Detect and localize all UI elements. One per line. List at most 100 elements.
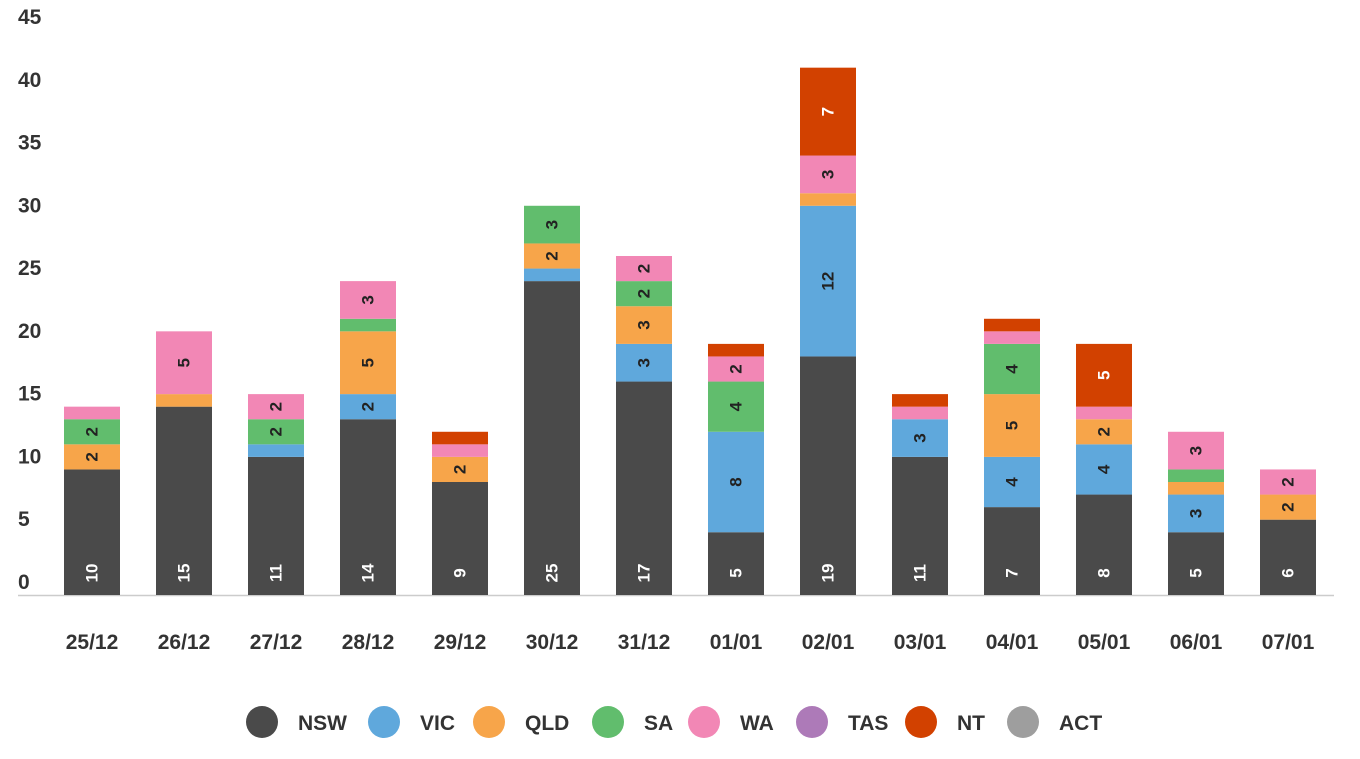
data-label: 12: [819, 272, 838, 291]
y-tick-label: 10: [18, 445, 41, 468]
data-label: 2: [1279, 502, 1298, 511]
x-tick-label: 31/12: [618, 631, 671, 654]
data-label: 5: [175, 358, 194, 367]
bar-segment-qld[interactable]: [1260, 494, 1316, 520]
bar-segment-sa[interactable]: [984, 343, 1040, 395]
bar-segment-sa[interactable]: [1168, 469, 1224, 482]
y-tick-label: 30: [18, 194, 41, 217]
y-tick-label: 5: [18, 508, 30, 531]
bar-segment-nt[interactable]: [1076, 343, 1132, 407]
bar-segment-nsw[interactable]: [1076, 494, 1132, 595]
bar-segment-vic[interactable]: [708, 431, 764, 533]
bar-segment-nt[interactable]: [708, 343, 764, 357]
bar-segment-wa[interactable]: [248, 394, 304, 420]
bar-segment-nsw[interactable]: [892, 456, 948, 595]
bar-segment-wa[interactable]: [800, 155, 856, 194]
data-label: 2: [635, 289, 654, 298]
data-label: 2: [451, 465, 470, 474]
data-label: 5: [359, 358, 378, 367]
legend-label: SA: [644, 712, 673, 735]
legend-item-qld[interactable]: QLD: [473, 706, 569, 738]
legend-swatch: [473, 706, 505, 738]
bar-segment-vic[interactable]: [340, 394, 396, 420]
data-label: 11: [911, 564, 930, 582]
bar-segment-nsw[interactable]: [708, 532, 764, 595]
x-tick-label: 03/01: [894, 631, 947, 654]
legend-swatch: [246, 706, 278, 738]
bar-segment-qld[interactable]: [1076, 419, 1132, 445]
bar-segment-qld[interactable]: [432, 456, 488, 482]
bar-segment-wa[interactable]: [616, 256, 672, 282]
bar-segment-qld[interactable]: [64, 444, 120, 470]
legend-swatch: [796, 706, 828, 738]
bar-segment-sa[interactable]: [616, 281, 672, 307]
bar-segment-vic[interactable]: [892, 419, 948, 457]
bar-segment-nsw[interactable]: [340, 419, 396, 595]
bar-segment-wa[interactable]: [984, 331, 1040, 344]
bar-segment-qld[interactable]: [616, 306, 672, 344]
data-label: 5: [1095, 371, 1114, 380]
bar-segment-qld[interactable]: [1168, 482, 1224, 495]
bar-segment-sa[interactable]: [524, 205, 580, 244]
data-label: 10: [83, 564, 102, 583]
bar-segment-nsw[interactable]: [800, 356, 856, 595]
bar-segment-vic[interactable]: [524, 268, 580, 282]
bar-segment-sa[interactable]: [248, 419, 304, 445]
bar-segment-wa[interactable]: [432, 444, 488, 457]
bar-segment-nsw[interactable]: [984, 507, 1040, 595]
bar-segment-nsw[interactable]: [1168, 532, 1224, 595]
bar-segment-nsw[interactable]: [524, 281, 580, 595]
legend-item-nsw[interactable]: NSW: [246, 706, 347, 738]
data-label: 3: [543, 220, 562, 229]
bar-segment-sa[interactable]: [708, 381, 764, 432]
bar-segment-sa[interactable]: [340, 318, 396, 332]
legend-item-act[interactable]: ACT: [1007, 706, 1102, 738]
legend-item-tas[interactable]: TAS: [796, 706, 888, 738]
bar-segment-vic[interactable]: [800, 205, 856, 357]
legend-swatch: [905, 706, 937, 738]
legend[interactable]: NSW VIC QLD SA WA TAS NT ACT: [246, 706, 1102, 738]
data-label: 4: [1003, 477, 1022, 487]
bar-segment-vic[interactable]: [984, 456, 1040, 508]
bar-segment-nt[interactable]: [432, 431, 488, 445]
legend-item-wa[interactable]: WA: [688, 706, 774, 738]
data-label: 19: [819, 564, 838, 583]
legend-item-vic[interactable]: VIC: [368, 706, 455, 738]
bar-segment-wa[interactable]: [1260, 469, 1316, 495]
bar-segment-nsw[interactable]: [432, 482, 488, 595]
bar-segment-nt[interactable]: [800, 67, 856, 156]
legend-item-sa[interactable]: SA: [592, 706, 673, 738]
bar-segment-vic[interactable]: [248, 444, 304, 457]
bar-segment-qld[interactable]: [156, 394, 212, 407]
x-tick-label: 29/12: [434, 631, 487, 654]
bar-segment-nsw[interactable]: [64, 469, 120, 595]
bar-segment-nsw[interactable]: [616, 381, 672, 595]
data-label: 2: [83, 452, 102, 461]
bar-segment-vic[interactable]: [616, 343, 672, 382]
bar-segment-wa[interactable]: [892, 406, 948, 420]
bar-segment-vic[interactable]: [1076, 444, 1132, 495]
bar-segment-qld[interactable]: [340, 331, 396, 395]
bar-segment-wa[interactable]: [340, 281, 396, 319]
bar-segment-nsw[interactable]: [248, 456, 304, 595]
bar-segment-qld[interactable]: [524, 243, 580, 269]
bar-segment-nt[interactable]: [984, 318, 1040, 332]
x-tick-label: 26/12: [158, 631, 211, 654]
bar-segment-vic[interactable]: [1168, 494, 1224, 533]
bar-segment-qld[interactable]: [800, 193, 856, 206]
data-label: 2: [1279, 477, 1298, 486]
bar-segment-wa[interactable]: [708, 356, 764, 382]
y-tick-label: 0: [18, 571, 30, 594]
bar-segment-wa[interactable]: [64, 406, 120, 420]
bar-segment-sa[interactable]: [64, 419, 120, 445]
bar-segment-qld[interactable]: [984, 394, 1040, 457]
legend-item-nt[interactable]: NT: [905, 706, 985, 738]
bar-segment-wa[interactable]: [1076, 406, 1132, 420]
bar-segment-wa[interactable]: [1168, 431, 1224, 470]
bar-segment-wa[interactable]: [156, 331, 212, 395]
bar-segment-nsw[interactable]: [156, 406, 212, 595]
data-label: 3: [359, 295, 378, 304]
bar-segment-nt[interactable]: [892, 394, 948, 407]
bar-segment-nsw[interactable]: [1260, 519, 1316, 595]
